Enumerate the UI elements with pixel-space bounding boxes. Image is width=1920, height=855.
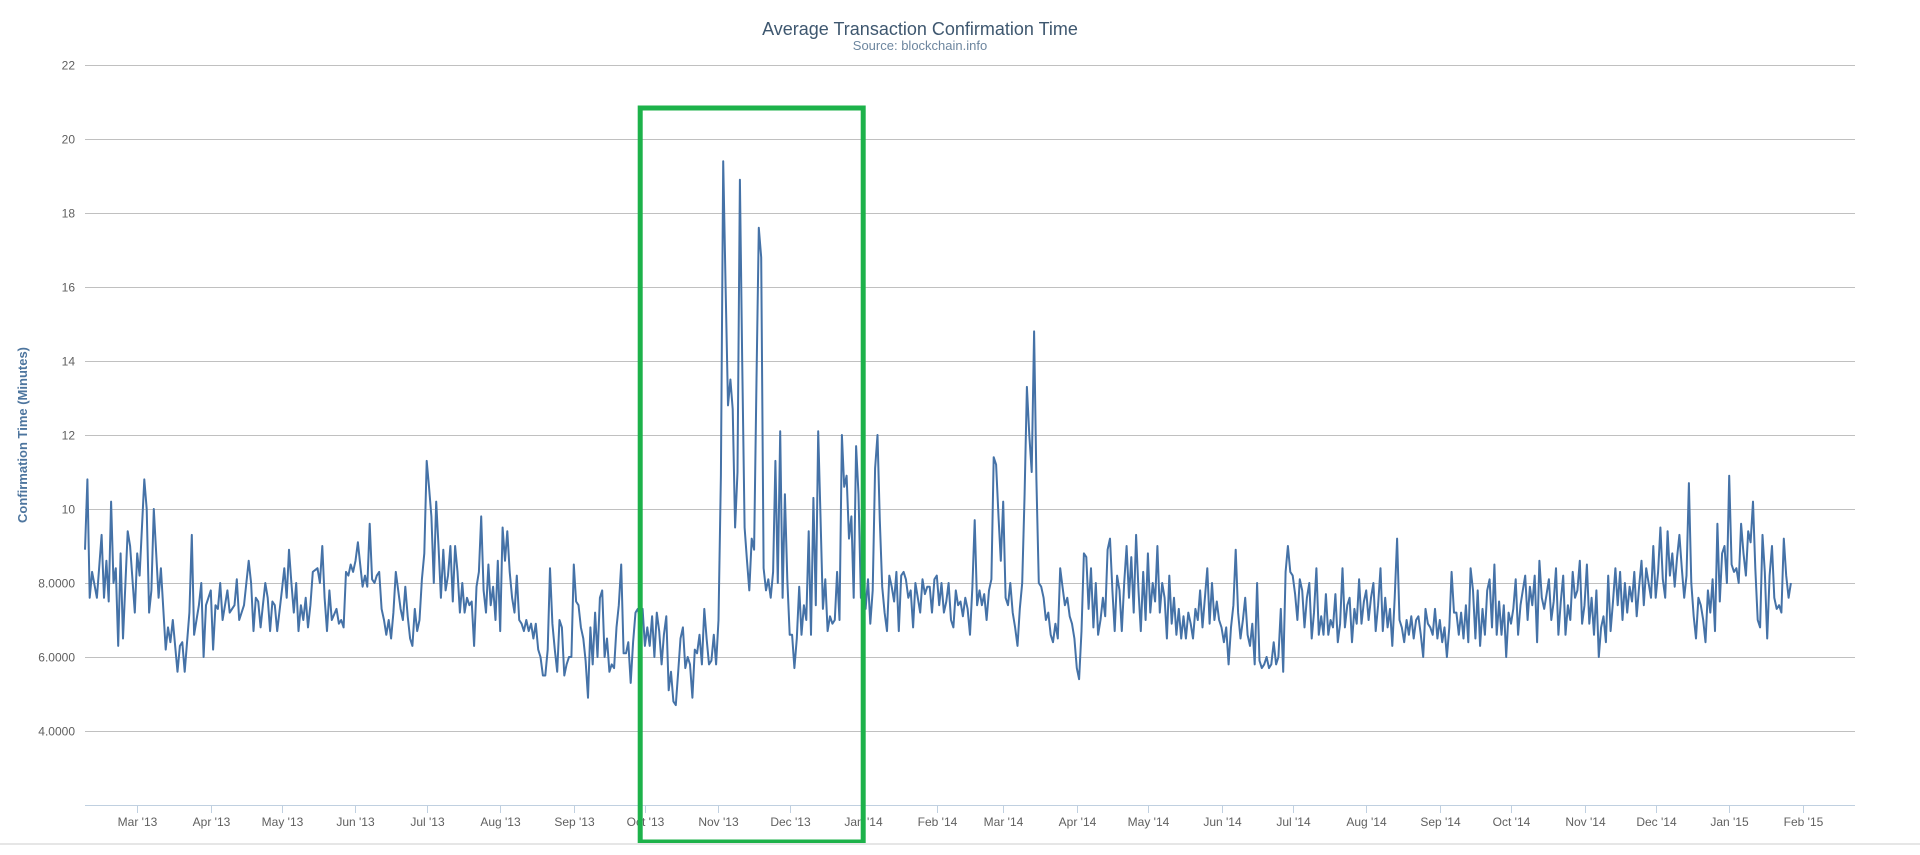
chart-title: Average Transaction Confirmation Time: [762, 19, 1078, 39]
series-line: [84, 160, 1792, 707]
y-tick-label: 20: [62, 133, 76, 147]
axis-layer: 4.0000 6.0000 8.0000 10 12 14 16 18 20 22 Mar '13 A…: [38, 59, 1855, 829]
x-tick-label: Dec '14: [1636, 815, 1677, 829]
x-tick-label: Oct '14: [1493, 815, 1531, 829]
x-tick-label: Jun '14: [1203, 815, 1242, 829]
x-tick-label: Jul '13: [410, 815, 445, 829]
y-axis-title: Confirmation Time (Minutes): [15, 347, 30, 523]
x-tick-label: Nov '14: [1565, 815, 1606, 829]
x-tick-label: May '13: [262, 815, 304, 829]
x-tick-label: Sep '14: [1420, 815, 1461, 829]
y-tick-label: 12: [62, 429, 76, 443]
y-tick-label: 4.0000: [38, 725, 75, 739]
x-tick-label: Jan '15: [1710, 815, 1749, 829]
x-tick-label: Dec '13: [770, 815, 811, 829]
highlight-box: [637, 105, 866, 845]
x-tick-label: Sep '13: [554, 815, 595, 829]
y-tick-label: 14: [62, 355, 76, 369]
series-layer: [84, 160, 1792, 707]
x-tick-label: Apr '13: [193, 815, 231, 829]
y-tick-label: 18: [62, 207, 76, 221]
y-tick-label: 6.0000: [38, 651, 75, 665]
x-tick-label: Jun '13: [336, 815, 375, 829]
chart-subtitle: Source: blockchain.info: [853, 38, 987, 53]
y-tick-label: 22: [62, 59, 76, 73]
x-tick-label: Mar '13: [118, 815, 158, 829]
x-tick-label: Oct '13: [627, 815, 665, 829]
y-tick-label: 16: [62, 281, 76, 295]
x-tick-label: Nov '13: [698, 815, 739, 829]
y-tick-label: 8.0000: [38, 577, 75, 591]
x-tick-label: Jul '14: [1276, 815, 1311, 829]
y-tick-label: 10: [62, 503, 76, 517]
annotation-layer: [637, 105, 866, 845]
x-tick-label: Aug '13: [480, 815, 521, 829]
x-tick-label: Mar '14: [984, 815, 1024, 829]
x-tick-label: Aug '14: [1346, 815, 1387, 829]
x-tick-label: May '14: [1128, 815, 1170, 829]
bottom-divider: [0, 843, 1920, 845]
x-tick-label: Apr '14: [1059, 815, 1097, 829]
x-tick-label: Feb '15: [1784, 815, 1824, 829]
x-tick-label: Feb '14: [918, 815, 958, 829]
